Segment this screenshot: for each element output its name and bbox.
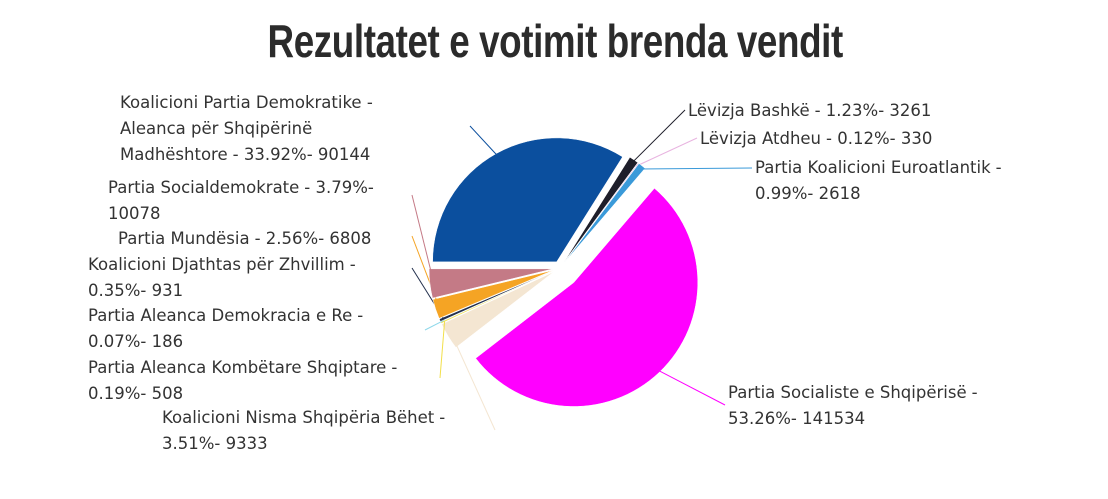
pie-slice xyxy=(432,269,554,319)
pie-slice xyxy=(564,163,646,263)
leader-line xyxy=(656,368,726,406)
leader-line xyxy=(424,319,445,331)
slice-label: Partia Socialiste e Shqipërisë - 53.26%- … xyxy=(728,380,1048,432)
label-name: Partia Socialdemokrate xyxy=(108,178,300,197)
label-name: Koalicioni Partia Demokratike - Aleanca … xyxy=(120,93,373,164)
label-name: Partia Koalicioni Euroatlantik xyxy=(755,158,991,177)
label-name: Partia Aleanca Demokracia e Re xyxy=(88,306,353,325)
label-name: Partia Mundësia xyxy=(118,229,250,248)
slice-label: Partia Aleanca Demokracia e Re - 0.07%- 1… xyxy=(88,303,408,355)
pie-slice xyxy=(475,187,698,407)
leader-line xyxy=(439,321,446,379)
value-label: - 0.35%- 931 xyxy=(88,255,356,300)
value-label: - 2.56%- 6808 xyxy=(254,229,372,248)
label-name: Lëvizja Atdheu xyxy=(700,129,822,148)
pie-slice xyxy=(428,268,554,299)
pie-slice xyxy=(563,156,639,263)
slice-label: Koalicioni Partia Demokratike - Aleanca … xyxy=(120,90,420,168)
value-label: - 0.99%- 2618 xyxy=(755,158,1002,203)
slice-label: Lëvizja Atdheu - 0.12%- 330 xyxy=(700,126,1000,152)
pie-slice xyxy=(432,137,623,263)
label-name: Koalicioni Nisma Shqipëria Bëhet xyxy=(162,408,435,427)
value-label: - 0.19%- 508 xyxy=(88,358,398,403)
label-name: Koalicioni Djathtas për Zhvillim xyxy=(88,255,345,274)
leader-line xyxy=(639,167,753,170)
leader-line xyxy=(635,137,698,167)
label-name: Partia Socialiste e Shqipërisë xyxy=(728,383,967,402)
slice-label: Koalicioni Nisma Shqipëria Bëhet - 3.51%-… xyxy=(162,405,492,457)
value-label: - 1.23%- 3261 xyxy=(814,101,932,120)
value-label: - 53.26%- 141534 xyxy=(728,383,978,428)
pie-slice xyxy=(438,270,554,322)
value-label: - 3.79%- 10078 xyxy=(108,178,374,223)
value-label: - 33.92%- 90144 xyxy=(232,145,371,164)
slice-label: Partia Socialdemokrate - 3.79%- 10078 xyxy=(108,175,428,227)
slice-label: Partia Koalicioni Euroatlantik - 0.99%- 2… xyxy=(755,155,1055,207)
value-label: - 0.12%- 330 xyxy=(826,129,933,148)
slice-label: Partia Aleanca Kombëtare Shqiptare - 0.19… xyxy=(88,355,448,407)
value-label: - 0.07%- 186 xyxy=(88,306,364,351)
slice-label: Lëvizja Bashkë - 1.23%- 3261 xyxy=(688,98,1008,124)
label-name: Partia Aleanca Kombëtare Shqiptare xyxy=(88,358,387,377)
leader-line xyxy=(631,109,686,164)
label-name: Lëvizja Bashkë xyxy=(688,101,810,120)
slice-label: Koalicioni Djathtas për Zhvillim - 0.35%-… xyxy=(88,252,398,304)
value-label: - 3.51%- 9333 xyxy=(162,408,446,453)
slice-label: Partia Mundësia - 2.56%- 6808 xyxy=(118,226,418,252)
leader-line xyxy=(411,194,435,284)
chart-title: Rezultatet e votimit brenda vendit xyxy=(267,15,844,67)
leader-line xyxy=(469,125,499,158)
leader-line xyxy=(451,333,496,431)
pie-slice xyxy=(441,271,555,348)
